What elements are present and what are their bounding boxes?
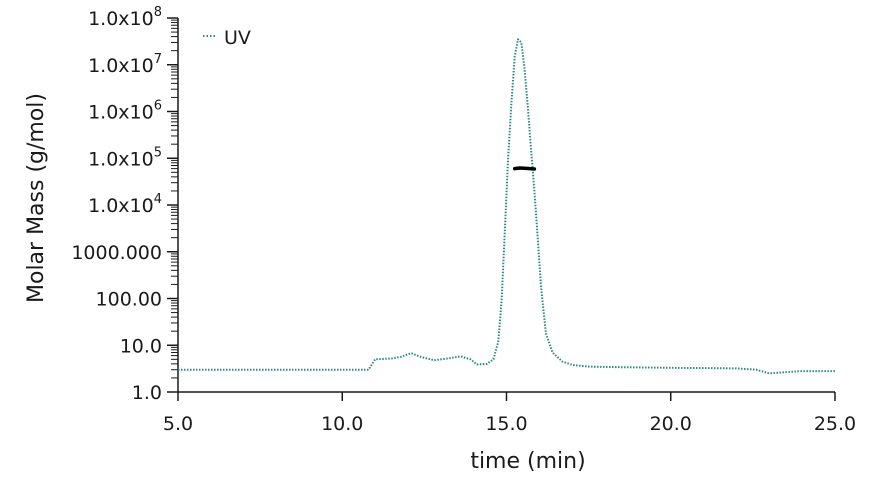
- y-tick-label: 1.0: [132, 382, 162, 404]
- legend-label-uv: UV: [224, 27, 251, 49]
- series-line-uv: [178, 38, 835, 375]
- x-axis-title: time (min): [470, 449, 585, 474]
- y-tick-label: 100.00: [96, 289, 162, 311]
- y-axis-title: Molar Mass (g/mol): [24, 93, 49, 303]
- y-tick-label: 1.0x104: [88, 192, 162, 217]
- series-layer: [178, 38, 835, 375]
- x-ticks: 5.0 10.0 15.0 20.0 25.0: [163, 392, 856, 435]
- y-major-ticks: 1.0 10.0 100.00 1000.000 1.0x104 1.0x105 1.0x1…: [71, 5, 178, 404]
- legend: UV: [203, 27, 251, 49]
- y-tick-label: 1.0x107: [88, 52, 162, 77]
- y-tick-label: 10.0: [120, 335, 162, 357]
- plot-area: 1.0 10.0 100.00 1000.000 1.0x104 1.0x105 1.0x1…: [71, 5, 856, 435]
- y-tick-label: 1.0x108: [88, 5, 162, 30]
- molar-mass-trace: [512, 166, 537, 171]
- x-tick-label: 5.0: [163, 413, 193, 435]
- y-tick-label: 1.0x105: [88, 145, 162, 170]
- x-tick-label: 15.0: [485, 413, 527, 435]
- x-tick-label: 10.0: [321, 413, 363, 435]
- y-minor-ticks: [171, 19, 178, 379]
- y-tick-label: 1000.000: [71, 242, 162, 264]
- y-tick-label: 1.0x106: [88, 99, 162, 124]
- x-tick-label: 25.0: [814, 413, 856, 435]
- x-tick-label: 20.0: [650, 413, 692, 435]
